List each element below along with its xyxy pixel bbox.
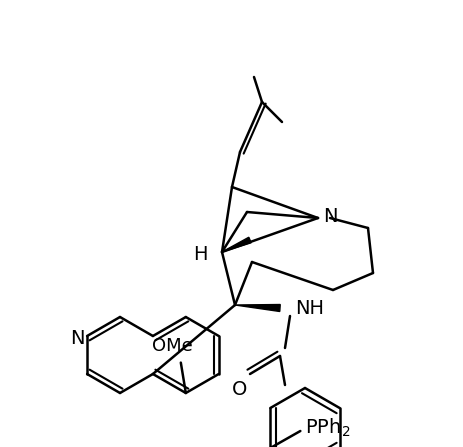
Polygon shape <box>221 237 250 252</box>
Text: OMe: OMe <box>152 337 193 354</box>
Polygon shape <box>234 304 280 312</box>
Text: NH: NH <box>294 299 323 317</box>
Text: O: O <box>232 380 247 399</box>
Text: N: N <box>70 329 84 349</box>
Text: H: H <box>192 245 207 263</box>
Text: PPh$_2$: PPh$_2$ <box>305 417 350 439</box>
Text: N: N <box>322 207 337 225</box>
